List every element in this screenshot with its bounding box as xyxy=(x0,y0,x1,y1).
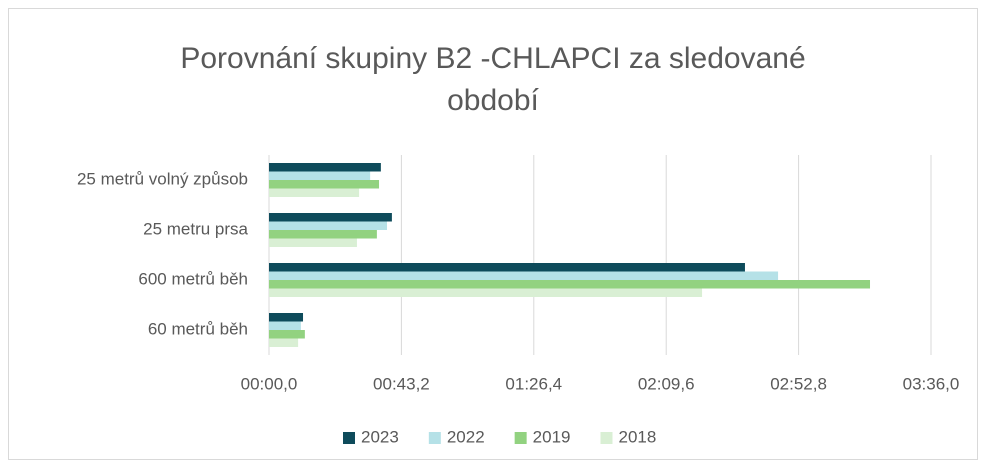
bar xyxy=(269,188,360,197)
x-tick-label: 00:43,2 xyxy=(373,374,430,393)
bar xyxy=(269,171,371,180)
legend-swatch xyxy=(343,432,355,444)
bar xyxy=(269,263,745,272)
x-tick-label: 00:00,0 xyxy=(241,374,298,393)
legend-label: 2022 xyxy=(447,427,485,446)
bar xyxy=(269,330,305,339)
bar xyxy=(269,280,871,289)
x-tick-label: 02:09,6 xyxy=(638,374,695,393)
bar xyxy=(269,163,381,172)
bar xyxy=(269,288,703,297)
bar xyxy=(269,230,377,239)
y-tick-label: 600 metrů běh xyxy=(138,269,248,288)
bar xyxy=(269,338,299,347)
legend-swatch xyxy=(428,432,441,444)
y-tick-label: 25 metrů volný způsob xyxy=(77,169,248,188)
y-tick-label: 60 metrů běh xyxy=(148,319,248,338)
legend-label: 2019 xyxy=(533,427,571,446)
chart-border xyxy=(8,8,978,460)
bar xyxy=(269,321,301,330)
legend-label: 2018 xyxy=(618,427,656,446)
bar xyxy=(269,180,380,189)
legend-swatch xyxy=(514,432,527,444)
legend-label: 2023 xyxy=(361,427,399,446)
bar xyxy=(269,238,357,247)
bar xyxy=(269,221,387,230)
y-tick-label: 25 metru prsa xyxy=(143,219,248,238)
bar xyxy=(269,213,392,222)
x-tick-label: 03:36,0 xyxy=(903,374,960,393)
chart-title: Porovnání skupiny B2 -CHLAPCI za sledova… xyxy=(180,42,806,117)
x-tick-label: 01:26,4 xyxy=(505,374,562,393)
bar xyxy=(269,271,779,280)
legend-swatch xyxy=(600,432,613,444)
x-tick-label: 02:52,8 xyxy=(770,374,827,393)
bar xyxy=(269,313,304,322)
